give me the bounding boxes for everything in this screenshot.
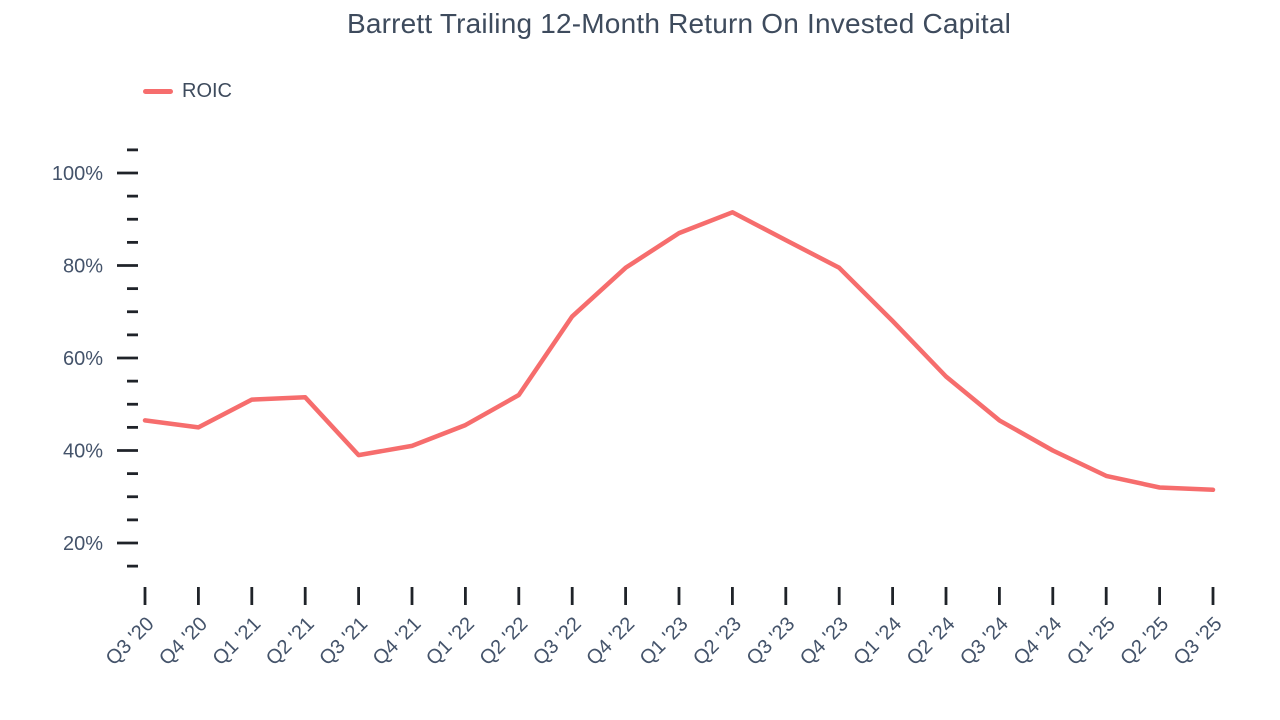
x-tick-label: Q2 '21 bbox=[262, 613, 319, 670]
legend-line-swatch bbox=[143, 89, 173, 94]
x-tick-label: Q2 '22 bbox=[476, 613, 533, 670]
x-tick-label: Q3 '22 bbox=[529, 613, 586, 670]
x-tick-label: Q1 '25 bbox=[1063, 613, 1120, 670]
x-tick-label: Q2 '24 bbox=[903, 613, 960, 670]
x-tick-label: Q2 '25 bbox=[1116, 613, 1173, 670]
x-tick-label: Q3 '25 bbox=[1170, 613, 1227, 670]
y-tick-label: 40% bbox=[63, 441, 103, 463]
x-tick-label: Q3 '24 bbox=[956, 613, 1013, 670]
x-tick-label: Q4 '23 bbox=[796, 613, 853, 670]
x-tick-label: Q3 '20 bbox=[102, 613, 159, 670]
x-tick-label: Q4 '22 bbox=[582, 613, 639, 670]
y-axis-minor-ticks bbox=[127, 148, 138, 568]
x-tick-label: Q1 '23 bbox=[636, 613, 693, 670]
x-tick-label: Q1 '24 bbox=[849, 613, 906, 670]
x-tick-label: Q4 '24 bbox=[1010, 613, 1067, 670]
chart-title: Barrett Trailing 12-Month Return On Inve… bbox=[346, 8, 1012, 39]
x-tick-label: Q4 '20 bbox=[155, 613, 212, 670]
y-tick-label: 60% bbox=[63, 348, 103, 370]
x-tick-label: Q4 '21 bbox=[369, 613, 426, 670]
y-axis-major-ticks bbox=[117, 171, 138, 545]
x-tick-label: Q2 '23 bbox=[689, 613, 746, 670]
x-tick-label: Q1 '21 bbox=[209, 613, 266, 670]
roic-line-path bbox=[142, 210, 1216, 493]
y-tick-label: 100% bbox=[52, 163, 103, 185]
legend-label: ROIC bbox=[182, 80, 232, 102]
x-axis-ticks bbox=[143, 587, 1215, 605]
x-tick-label: Q1 '22 bbox=[422, 613, 479, 670]
y-tick-label: 20% bbox=[63, 533, 103, 555]
y-axis-labels: 100% 80% 60% 40% 20% bbox=[52, 163, 103, 555]
legend: ROIC bbox=[143, 80, 232, 103]
x-tick-label: Q3 '21 bbox=[315, 613, 372, 670]
x-tick-label: Q3 '23 bbox=[743, 613, 800, 670]
y-tick-label: 80% bbox=[63, 256, 103, 278]
